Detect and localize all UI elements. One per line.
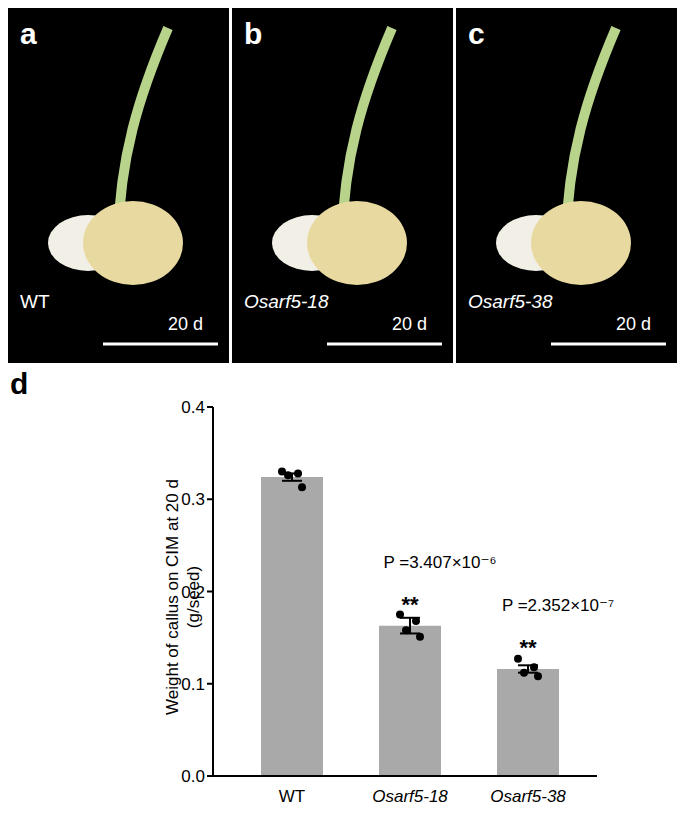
svg-text:**: **: [401, 592, 419, 617]
svg-text:a: a: [20, 17, 37, 50]
svg-text:WT: WT: [279, 787, 305, 806]
svg-text:P =2.352×10⁻⁷: P =2.352×10⁻⁷: [502, 596, 614, 615]
svg-text:0.3: 0.3: [181, 490, 205, 509]
svg-text:Osarf5-38: Osarf5-38: [468, 291, 553, 312]
svg-text:0.1: 0.1: [181, 675, 205, 694]
svg-text:20 d: 20 d: [168, 314, 203, 334]
svg-text:0.2: 0.2: [181, 583, 205, 602]
svg-text:Osarf5-18: Osarf5-18: [244, 291, 329, 312]
svg-text:0.0: 0.0: [181, 767, 205, 786]
svg-text:Osarf5-18: Osarf5-18: [372, 787, 448, 806]
svg-text:20 d: 20 d: [616, 314, 651, 334]
svg-text:20 d: 20 d: [392, 314, 427, 334]
svg-text:0.4: 0.4: [181, 398, 205, 417]
svg-text:c: c: [468, 17, 485, 50]
svg-text:WT: WT: [20, 291, 50, 312]
svg-text:b: b: [244, 17, 262, 50]
svg-text:Osarf5-38: Osarf5-38: [490, 787, 566, 806]
svg-text:**: **: [519, 635, 537, 660]
svg-text:P =3.407×10⁻⁶: P =3.407×10⁻⁶: [383, 553, 496, 572]
